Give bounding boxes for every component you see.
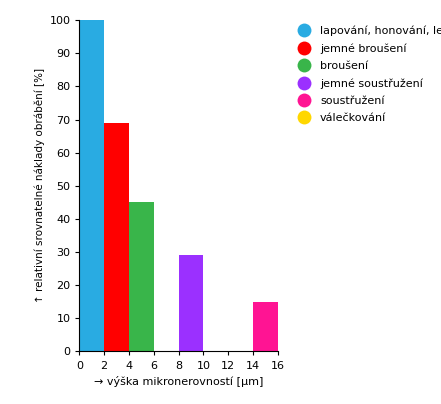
- Bar: [253, 302, 278, 351]
- X-axis label: → výška mikronerovností [μm]: → výška mikronerovností [μm]: [94, 376, 263, 387]
- Bar: [129, 202, 154, 351]
- Bar: [79, 269, 92, 351]
- Y-axis label: ↑ relativní srovnatelné náklady obrábění [%]: ↑ relativní srovnatelné náklady obrábění…: [35, 68, 45, 303]
- Bar: [79, 20, 104, 351]
- Bar: [179, 255, 203, 351]
- Bar: [104, 123, 129, 351]
- Legend: lapování, honování, leštění, jemné broušení, broušení, jemné soustřužení, soustř: lapování, honování, leštění, jemné brouš…: [293, 26, 441, 123]
